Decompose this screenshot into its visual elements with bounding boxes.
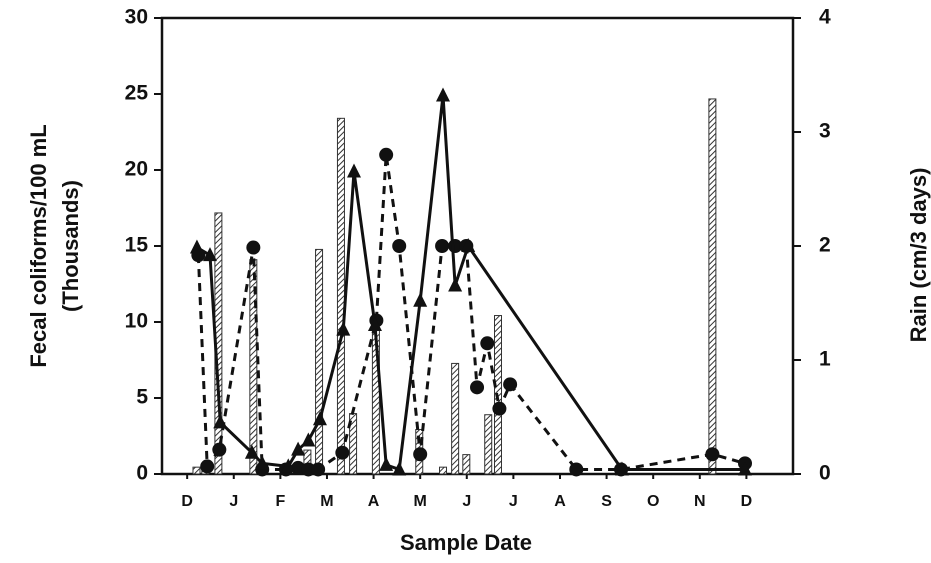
x-tick-label: S (601, 493, 612, 510)
circle-marker (335, 445, 350, 460)
x-tick-label: M (320, 493, 333, 510)
rain-bar (192, 466, 201, 475)
circle-marker (705, 447, 720, 462)
triangle-marker (436, 87, 451, 102)
triangle-marker (347, 163, 362, 178)
y-tick-label: 10 (125, 310, 148, 333)
triangle-marker (213, 414, 228, 429)
x-tick-label: J (229, 493, 238, 510)
x-tick-label: F (275, 493, 285, 510)
triangle-marker (301, 432, 316, 447)
circle-marker (200, 459, 215, 474)
x-tick-label: A (554, 493, 566, 510)
rain-bar (451, 362, 460, 475)
rain-bar (315, 248, 324, 475)
y2-tick-label: 1 (819, 348, 831, 371)
y-axis-title: Fecal coliforms/100 mL (26, 124, 51, 367)
triangle-marker (336, 321, 351, 336)
triangle-marker (413, 292, 428, 307)
circle-marker (311, 462, 326, 477)
y2-tick-label: 2 (819, 234, 831, 257)
circle-marker (569, 462, 584, 477)
triangle-marker (203, 247, 218, 262)
data-line (196, 154, 746, 471)
triangle-marker (367, 317, 382, 332)
triangle-marker (189, 239, 204, 254)
circle-marker (470, 380, 485, 395)
triangle-marker (312, 411, 327, 426)
x-tick-label: O (647, 493, 659, 510)
circle-marker (392, 239, 407, 253)
rain-bar (708, 98, 717, 475)
triangle-marker (379, 456, 394, 471)
triangle-marker (737, 461, 752, 476)
circle-marker (413, 447, 428, 462)
rain-bar (439, 466, 448, 475)
x-tick-label: N (694, 493, 706, 510)
x-tick-label: M (414, 493, 427, 510)
y-tick-label: 5 (136, 386, 148, 409)
y2-axis-title: Rain (cm/3 days) (906, 168, 931, 343)
rain-bar (336, 117, 345, 475)
triangle-marker (244, 444, 259, 459)
triangle-marker (448, 277, 463, 292)
rain-bar (462, 454, 471, 475)
circle-marker (379, 147, 394, 162)
circle-marker (301, 462, 316, 477)
y-tick-label: 0 (136, 462, 148, 485)
rain-bar (484, 414, 493, 475)
triangle-marker (392, 461, 407, 476)
circle-marker (246, 240, 261, 255)
x-tick-label: D (741, 493, 753, 510)
circle-marker (435, 239, 450, 253)
x-tick-label: A (368, 493, 380, 510)
circle-marker (492, 401, 507, 416)
circle-marker (503, 377, 518, 392)
x-tick-label: J (509, 493, 518, 510)
x-tick-label: D (181, 493, 193, 510)
triangle-marker (291, 441, 306, 456)
y2-tick-label: 4 (819, 6, 831, 29)
triangle-marker (281, 458, 296, 473)
y2-tick-label: 0 (819, 462, 831, 485)
triangle-marker (614, 461, 629, 476)
triangle-marker (255, 455, 270, 470)
y-tick-label: 20 (125, 158, 148, 181)
circle-marker (480, 336, 495, 351)
y-tick-label: 25 (125, 82, 149, 105)
y-axis-title: (Thousands) (58, 180, 83, 312)
x-tick-label: J (462, 493, 471, 510)
y2-tick-label: 3 (819, 120, 831, 143)
circle-marker (212, 442, 227, 457)
y-tick-label: 15 (125, 234, 149, 257)
data-line (196, 95, 745, 472)
x-axis-title: Sample Date (400, 530, 532, 555)
triangle-marker (461, 238, 476, 252)
y-tick-label: 30 (125, 6, 148, 29)
